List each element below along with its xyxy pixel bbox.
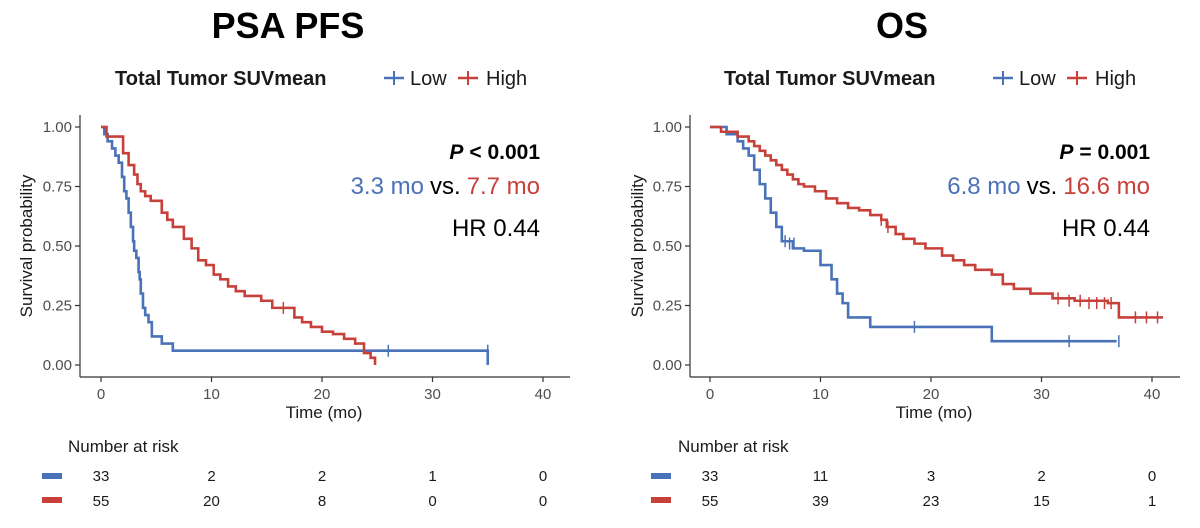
risk-value-high: 1 [1148,493,1156,510]
median-high: 7.7 mo [467,173,540,200]
x-tick-label: 0 [97,386,105,403]
risk-value-low: 33 [93,468,110,485]
x-axis-label: Time (mo) [896,403,973,422]
x-axis-label: Time (mo) [286,403,363,422]
x-tick-label: 0 [706,386,714,403]
p-value-text: < 0.001 [469,141,540,164]
risk-value-high: 55 [702,493,719,510]
y-tick-label: 0.00 [653,357,682,374]
y-axis-label: Survival probability [17,174,36,317]
y-tick-label: 0.50 [43,238,72,255]
risk-value-low: 2 [318,468,326,485]
risk-value-low: 11 [813,468,829,485]
x-tick-label: 10 [812,386,829,403]
legend-low-label: Low [1019,68,1056,90]
y-tick-label: 0.25 [43,298,72,315]
x-tick-label: 40 [535,386,552,403]
legend-title: Total Tumor SUVmean [724,68,936,90]
risk-value-high: 8 [318,493,326,510]
y-tick-label: 0.00 [43,357,72,374]
hazard-ratio: HR 0.44 [1062,215,1150,242]
p-value: P = 0.001 [1059,141,1150,164]
risk-value-low: 0 [1148,468,1156,485]
risk-value-high: 0 [539,493,547,510]
panel-os: OS Total Tumor SUVmean Low High 0.00 0.25… [628,5,1180,510]
risk-value-high: 55 [93,493,110,510]
y-tick-label: 1.00 [43,119,72,136]
survival-curve-low [101,125,490,365]
risk-value-high: 0 [428,493,436,510]
risk-low-swatch [42,473,62,479]
y-tick-label: 0.25 [653,298,682,315]
median-high: 16.6 mo [1063,173,1150,200]
legend-title: Total Tumor SUVmean [115,68,327,90]
km-plot: 0.00 0.25 0.50 0.75 1.00 0 10 20 30 40 [43,115,570,403]
risk-table: Number at risk 33 55 11 39 3 23 2 15 0 1 [651,437,1156,510]
p-label: P [449,141,464,164]
y-tick-label: 0.75 [653,179,682,196]
legend: Total Tumor SUVmean Low High [724,68,1136,90]
p-value: P < 0.001 [449,141,540,164]
risk-table-title: Number at risk [678,437,789,456]
panel-title: PSA PFS [212,5,365,46]
median-low: 3.3 mo [351,173,424,200]
median-comparison: 6.8 mo vs. 16.6 mo [947,173,1150,200]
survival-curve-high [710,125,1164,319]
x-tick-label: 30 [1033,386,1050,403]
panel-title: OS [876,5,928,46]
legend-high-label: High [1095,68,1136,90]
risk-value-low: 3 [927,468,935,485]
risk-value-low: 0 [539,468,547,485]
risk-table: Number at risk 33 55 2 20 2 8 1 0 0 0 [42,437,547,510]
legend-low-label: Low [410,68,447,90]
panel-psa-pfs: PSA PFS Total Tumor SUVmean Low High 0.0… [17,5,570,510]
legend-high-label: High [486,68,527,90]
p-value-text: = 0.001 [1079,141,1150,164]
median-vs: vs. [430,173,461,200]
risk-value-high: 20 [203,493,220,510]
survival-curve-low [710,125,1117,343]
median-low: 6.8 mo [947,173,1020,200]
median-vs: vs. [1027,173,1058,200]
p-label: P [1059,141,1074,164]
risk-value-high: 15 [1033,493,1050,510]
x-tick-label: 40 [1144,386,1161,403]
risk-value-low: 2 [1037,468,1045,485]
km-plot: 0.00 0.25 0.50 0.75 1.00 0 10 20 30 40 [653,115,1180,403]
x-tick-label: 20 [923,386,940,403]
risk-high-swatch [651,497,671,503]
y-tick-label: 0.50 [653,238,682,255]
risk-value-low: 33 [702,468,719,485]
x-tick-label: 30 [424,386,441,403]
risk-low-swatch [651,473,671,479]
hazard-ratio: HR 0.44 [452,215,540,242]
y-tick-label: 1.00 [653,119,682,136]
x-tick-label: 10 [203,386,220,403]
x-tick-label: 20 [314,386,331,403]
risk-value-low: 2 [207,468,215,485]
survival-curve-high [101,125,377,365]
y-tick-label: 0.75 [43,179,72,196]
risk-table-title: Number at risk [68,437,179,456]
risk-value-high: 39 [812,493,829,510]
y-axis-label: Survival probability [628,174,647,317]
median-comparison: 3.3 mo vs. 7.7 mo [351,173,540,200]
risk-high-swatch [42,497,62,503]
risk-value-high: 23 [923,493,940,510]
legend: Total Tumor SUVmean Low High [115,68,527,90]
risk-value-low: 1 [428,468,436,485]
